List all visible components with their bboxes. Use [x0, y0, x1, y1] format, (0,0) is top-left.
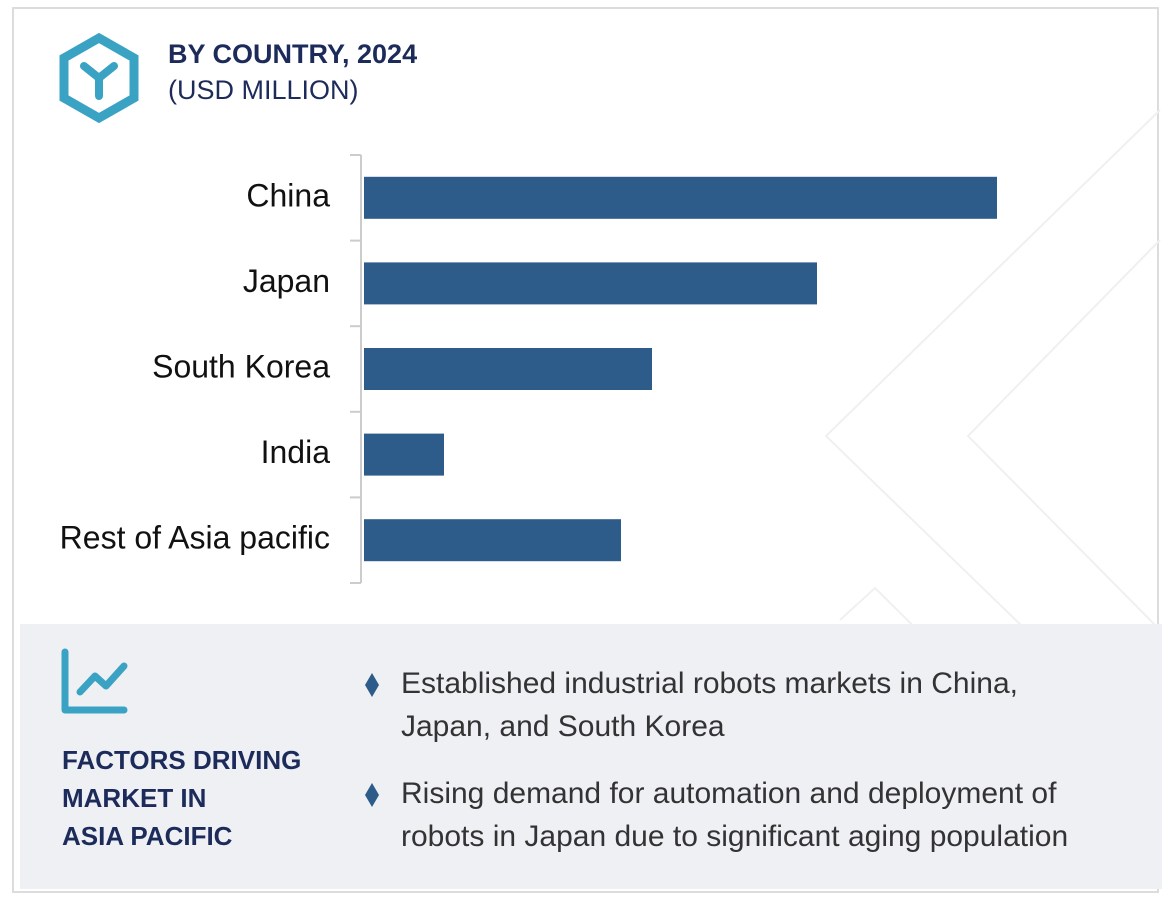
bar [364, 519, 621, 562]
category-label: South Korea [152, 348, 330, 384]
factors-title: FACTORS DRIVING [62, 745, 301, 775]
category-label: Rest of Asia pacific [60, 520, 330, 556]
factor-text: Established industrial robots markets in… [401, 667, 1018, 700]
factors-title: ASIA PACIFIC [62, 821, 233, 851]
bar [364, 176, 997, 219]
category-label: India [261, 434, 331, 470]
bar-chart: China Japan South Korea India Rest of Asia p… [60, 154, 997, 584]
category-label: China [246, 177, 330, 213]
trend-icon [61, 648, 128, 714]
factors: FACTORS DRIVING MARKET IN ASIA PACIFIC Esta… [62, 667, 1068, 853]
logo-icon [59, 32, 139, 124]
category-label: Japan [243, 263, 330, 299]
chart-subtitle: (USD MILLION) [168, 75, 359, 105]
bar [364, 348, 652, 390]
factor-text: Rising demand for automation and deploym… [401, 777, 1057, 810]
factor-text: robots in Japan due to significant aging… [401, 820, 1068, 853]
bar [364, 433, 444, 476]
factors-panel [20, 624, 1162, 889]
factor-text: Japan, and South Korea [401, 710, 725, 743]
bullet-diamond [365, 673, 379, 697]
bar [364, 262, 817, 305]
factors-title: MARKET IN [62, 783, 206, 813]
chart-title: BY COUNTRY, 2024 [168, 39, 417, 69]
bullet-diamond [365, 783, 379, 807]
